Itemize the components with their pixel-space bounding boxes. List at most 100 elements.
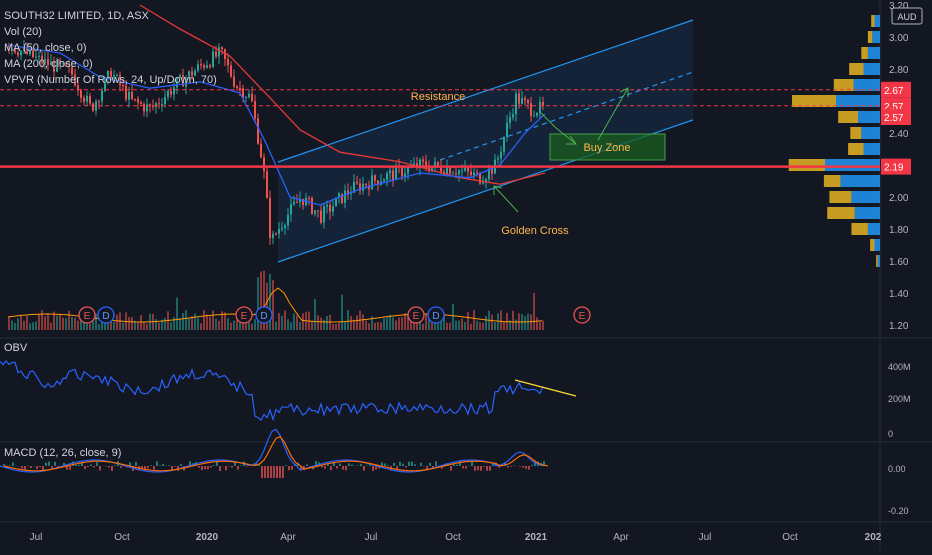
obv-label[interactable]: OBV — [4, 342, 27, 354]
candle-body — [260, 144, 262, 157]
volume-bar — [164, 318, 166, 330]
macd-bar — [219, 466, 221, 471]
candle-body — [311, 198, 313, 214]
volume-bar — [314, 299, 316, 330]
volume-bar — [143, 322, 145, 330]
candle-body — [455, 173, 457, 174]
candle-body — [278, 229, 280, 234]
earnings-event-icon[interactable]: E — [579, 311, 586, 322]
candle-body — [155, 103, 157, 107]
macd-bar — [285, 465, 287, 466]
candle-body — [332, 206, 334, 211]
candle-body — [404, 174, 406, 177]
macd-bar — [327, 464, 329, 466]
dividend-event-icon[interactable]: D — [260, 311, 267, 322]
macd-bar — [201, 466, 203, 470]
candle-body — [329, 205, 331, 212]
buy-zone-label[interactable]: Buy Zone — [583, 142, 630, 154]
macd-bar — [153, 466, 155, 469]
macd-bar — [393, 463, 395, 466]
time-tick-label: Oct — [114, 532, 130, 543]
macd-bar — [348, 463, 350, 466]
candle-body — [449, 167, 451, 173]
earnings-event-icon[interactable]: E — [413, 311, 420, 322]
candle-body — [452, 173, 454, 174]
macd-label[interactable]: MACD (12, 26, close, 9) — [4, 447, 121, 459]
volume-bar — [392, 317, 394, 330]
volume-bar — [515, 320, 517, 330]
candle-body — [89, 96, 91, 104]
candle-body — [143, 104, 145, 111]
currency-label[interactable]: AUD — [897, 12, 917, 22]
dividend-event-icon[interactable]: D — [102, 311, 109, 322]
legend-ma200[interactable]: MA (200, close, 0) — [4, 56, 217, 72]
volume-bar — [422, 324, 424, 330]
time-tick-label: Apr — [613, 532, 629, 543]
macd-bar — [120, 466, 122, 468]
legend-ma50[interactable]: MA (50, close, 0) — [4, 40, 217, 56]
vpvr-row-up — [854, 79, 880, 91]
macd-bar — [156, 461, 158, 466]
volume-bar — [290, 322, 292, 330]
macd-bar — [408, 462, 410, 466]
legend-vpvr[interactable]: VPVR (Number Of Rows, 24, Up/Down, 70) — [4, 72, 217, 88]
volume-bar — [281, 316, 283, 330]
price-badge-label: 2.19 — [884, 163, 904, 174]
volume-bar — [98, 324, 100, 330]
volume-bar — [68, 311, 70, 330]
candle-body — [476, 173, 478, 174]
volume-bar — [395, 320, 397, 330]
volume-bar — [401, 317, 403, 330]
macd-bar — [261, 466, 263, 478]
volume-bar — [296, 315, 298, 330]
macd-bar — [375, 466, 377, 470]
earnings-event-icon[interactable]: E — [84, 311, 91, 322]
volume-bar — [455, 321, 457, 330]
vpvr-row-up — [878, 255, 880, 267]
candle-body — [128, 92, 130, 100]
macd-bar — [483, 466, 485, 467]
macd-bar — [525, 466, 527, 469]
volume-bar — [26, 316, 28, 330]
volume-bar — [257, 277, 259, 330]
volume-bar — [356, 315, 358, 330]
candle-body — [365, 184, 367, 186]
macd-bar — [402, 464, 404, 466]
dividend-event-icon[interactable]: D — [432, 311, 439, 322]
macd-bar — [429, 463, 431, 466]
legend-symbol[interactable]: SOUTH32 LIMITED, 1D, ASX — [4, 8, 217, 24]
candle-body — [542, 102, 544, 105]
macd-bar — [114, 465, 116, 466]
golden-cross-label[interactable]: Golden Cross — [501, 225, 569, 237]
volume-bar — [458, 321, 460, 330]
volume-bar — [272, 280, 274, 330]
vpvr-row-up — [864, 143, 881, 155]
macd-bar — [78, 465, 80, 466]
macd-bar — [162, 464, 164, 466]
price-tick-label: 2.80 — [889, 65, 909, 76]
macd-bar — [108, 466, 110, 468]
macd-bar — [93, 466, 95, 467]
vpvr-row-up — [855, 207, 880, 219]
volume-bar — [122, 323, 124, 330]
volume-bar — [326, 316, 328, 330]
volume-bar — [380, 322, 382, 330]
macd-bar — [264, 466, 266, 478]
candle-body — [218, 47, 220, 56]
macd-bar — [453, 464, 455, 466]
macd-bar — [510, 466, 512, 467]
macd-bar — [9, 465, 11, 466]
resistance-label[interactable]: Resistance — [411, 91, 465, 103]
legend-volume[interactable]: Vol (20) — [4, 24, 217, 40]
macd-bar — [528, 466, 530, 470]
volume-bar — [386, 318, 388, 330]
macd-bar — [507, 466, 509, 468]
candle-body — [323, 207, 325, 223]
price-tick-label: 1.80 — [889, 225, 909, 236]
earnings-event-icon[interactable]: E — [241, 311, 248, 322]
macd-bar — [45, 462, 47, 466]
volume-bar — [377, 322, 379, 330]
macd-bar — [168, 465, 170, 466]
volume-bar — [476, 321, 478, 330]
macd-bar — [12, 462, 14, 466]
